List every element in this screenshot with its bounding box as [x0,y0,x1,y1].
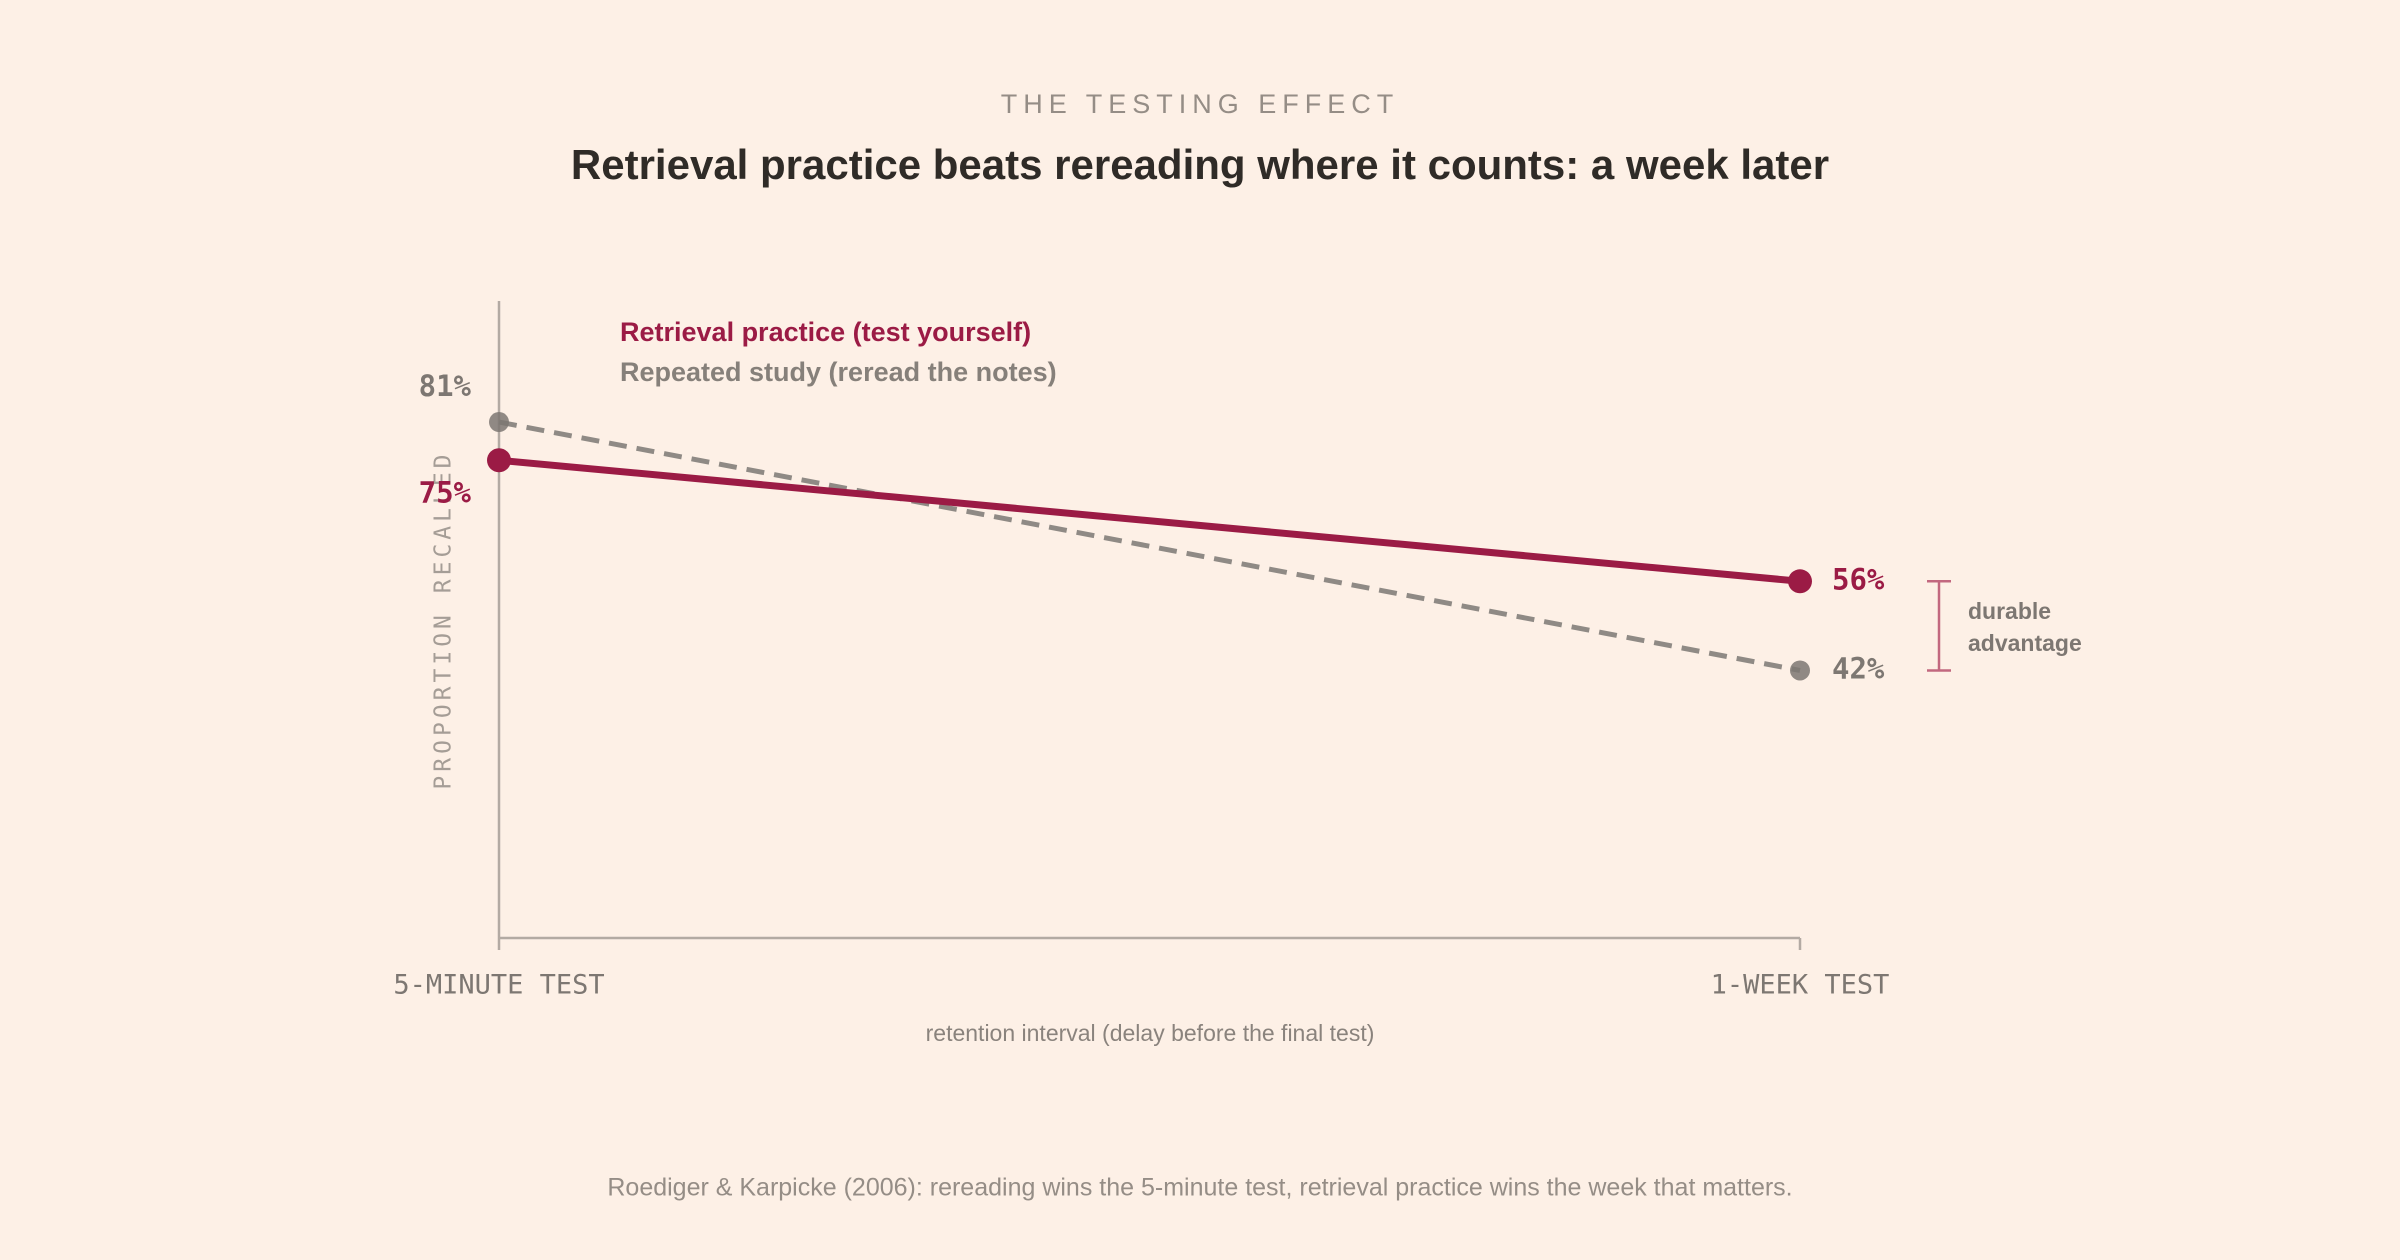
annotation-bracket [1927,580,1951,672]
data-point [1790,660,1810,681]
data-point [487,448,511,473]
value-label: 42% [1832,651,1885,685]
legend-entry: Repeated study (reread the notes) [620,357,1057,387]
x-tick-label: 5-MINUTE TEST [393,970,604,1001]
data-point [1788,569,1812,594]
footnote: Roediger & Karpicke (2006): rereading wi… [607,1174,1792,1202]
chart-title: Retrieval practice beats rereading where… [571,141,1829,188]
data-point [489,412,509,433]
x-axis-label: retention interval (delay before the fin… [926,1020,1375,1046]
annotation: advantage [1968,630,2082,656]
x-tick-label: 1-WEEK TEST [1711,970,1890,1001]
value-label: 56% [1832,562,1885,596]
kicker: THE TESTING EFFECT [1001,89,1400,119]
series-line [498,456,1801,585]
series-line [498,419,1801,673]
legend-entry: Retrieval practice (test yourself) [620,317,1031,347]
annotation: durable [1968,598,2051,624]
value-label: 81% [419,369,472,403]
y-axis-label: PROPORTION RECALLED [431,450,457,789]
value-label: 75% [419,475,472,509]
